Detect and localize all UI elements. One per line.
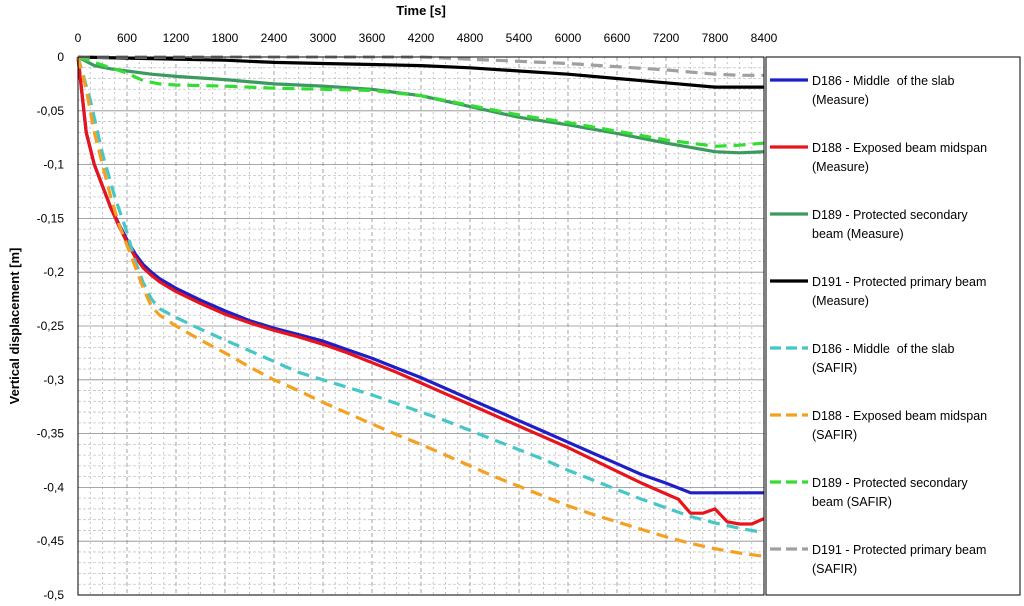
series-line-5 xyxy=(76,56,765,535)
legend-label: beam (Measure) xyxy=(812,227,904,241)
y-tick-label: -0,35 xyxy=(37,427,65,441)
series-line-7 xyxy=(77,55,765,148)
y-tick-label: 0 xyxy=(57,50,64,64)
x-tick-label: 7200 xyxy=(653,31,680,45)
x-tick-label: 7800 xyxy=(702,31,729,45)
x-tick-label: 3600 xyxy=(359,31,386,45)
grid xyxy=(77,56,765,596)
legend-label: D188 - Exposed beam midspan xyxy=(812,409,987,423)
x-tick-label: 6000 xyxy=(555,31,582,45)
legend-label: beam (SAFIR) xyxy=(812,495,892,509)
legend-label: (SAFIR) xyxy=(812,428,857,442)
legend-label: D189 - Protected secondary xyxy=(812,208,968,222)
legend: D186 - Middle of the slab (Measure) D188 -… xyxy=(770,74,987,576)
legend-label: D188 - Exposed beam midspan xyxy=(812,141,987,155)
plot-area-frame xyxy=(77,56,765,596)
legend-label: (Measure) xyxy=(812,93,869,107)
x-tick-label: 8400 xyxy=(751,31,778,45)
y-axis-title: Vertical displacement [m] xyxy=(7,248,22,405)
y-tick-label: -0,2 xyxy=(43,265,64,279)
series-line-6 xyxy=(76,56,765,558)
y-tick-label: -0,15 xyxy=(37,211,65,225)
legend-label: (Measure) xyxy=(812,160,869,174)
y-tick-labels: 0 -0,05 -0,1 -0,15 -0,2 -0,25 -0,3 -0,35 -0,4 -0,… xyxy=(37,50,65,602)
x-tick-label: 3000 xyxy=(310,31,337,45)
x-tick-label: 2400 xyxy=(261,31,288,45)
legend-label: D186 - Middle of the slab xyxy=(812,74,954,88)
series-lines xyxy=(76,55,765,558)
y-tick-label: -0,5 xyxy=(43,588,64,602)
x-tick-label: 1800 xyxy=(212,31,239,45)
legend-label: D189 - Protected secondary xyxy=(812,476,968,490)
x-axis-title: Time [s] xyxy=(396,3,446,18)
legend-label: (SAFIR) xyxy=(812,562,857,576)
y-tick-label: -0,4 xyxy=(43,480,64,494)
series-line-4 xyxy=(77,55,764,89)
y-tick-label: -0,25 xyxy=(37,319,65,333)
x-tick-label: 0 xyxy=(75,31,82,45)
y-tick-label: -0,1 xyxy=(43,158,64,172)
legend-label: (Measure) xyxy=(812,294,869,308)
x-tick-label: 1200 xyxy=(163,31,190,45)
legend-label: D191 - Protected primary beam xyxy=(812,275,986,289)
y-tick-label: -0,3 xyxy=(43,373,64,387)
y-tick-label: -0,05 xyxy=(37,104,65,118)
x-tick-label: 6600 xyxy=(604,31,631,45)
x-tick-label: 5400 xyxy=(506,31,533,45)
y-tick-label: -0,45 xyxy=(37,534,65,548)
x-tick-labels: 0 600 1200 1800 2400 3000 3600 4200 4800 5400 6000… xyxy=(75,31,778,45)
legend-label: (SAFIR) xyxy=(812,361,857,375)
x-tick-label: 4800 xyxy=(457,31,484,45)
legend-box xyxy=(765,56,1021,596)
legend-label: D191 - Protected primary beam xyxy=(812,543,986,557)
legend-label: D186 - Middle of the slab xyxy=(812,342,954,356)
series-line-3 xyxy=(77,55,765,155)
x-tick-label: 600 xyxy=(117,31,137,45)
x-tick-label: 4200 xyxy=(408,31,435,45)
